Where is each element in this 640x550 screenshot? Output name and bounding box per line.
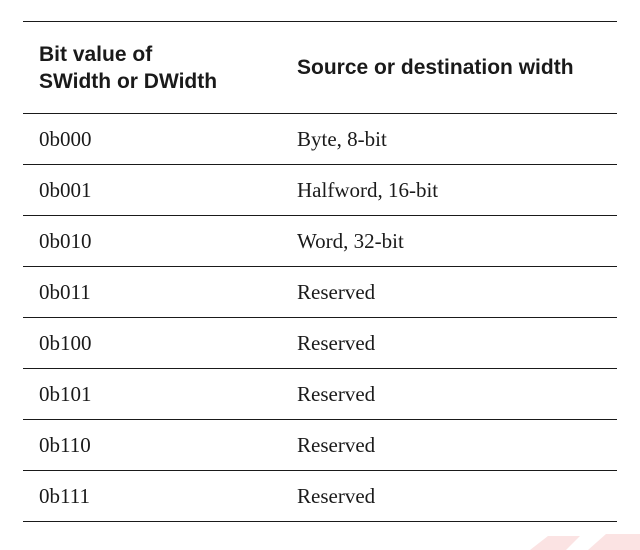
bit-value-cell: 0b110 [23, 419, 281, 471]
table-body: 0b000 Byte, 8-bit 0b001 Halfword, 16-bit… [23, 113, 617, 522]
width-cell: Reserved [281, 368, 617, 420]
table-row: 0b100 Reserved [23, 317, 617, 369]
table-row: 0b000 Byte, 8-bit [23, 113, 617, 165]
width-encoding-table: Bit value of SWidth or DWidth Source or … [23, 21, 617, 522]
header-row: Bit value of SWidth or DWidth Source or … [23, 21, 617, 114]
table-row: 0b111 Reserved [23, 470, 617, 522]
table-row: 0b011 Reserved [23, 266, 617, 318]
width-encoding-table-container: Bit value of SWidth or DWidth Source or … [23, 21, 617, 522]
bit-value-cell: 0b000 [23, 113, 281, 165]
width-cell: Byte, 8-bit [281, 113, 617, 165]
bit-value-cell: 0b010 [23, 215, 281, 267]
width-cell: Halfword, 16-bit [281, 164, 617, 216]
header-width: Source or destination width [297, 56, 574, 79]
bit-value-cell: 0b001 [23, 164, 281, 216]
width-cell: Reserved [281, 419, 617, 471]
header-bit-value-line2: SWidth or DWidth [39, 69, 218, 93]
width-cell: Reserved [281, 317, 617, 369]
table-row: 0b001 Halfword, 16-bit [23, 164, 617, 216]
watermark-shape [588, 534, 640, 550]
watermark-fragment [530, 534, 640, 550]
header-bit-value-line1: Bit value of [39, 42, 153, 66]
bit-value-cell: 0b011 [23, 266, 281, 318]
table-header: Bit value of SWidth or DWidth Source or … [23, 21, 617, 114]
table-row: 0b101 Reserved [23, 368, 617, 420]
header-bit-value: Bit value of SWidth or DWidth [23, 22, 281, 114]
width-cell: Reserved [281, 266, 617, 318]
width-cell: Reserved [281, 470, 617, 522]
bit-value-cell: 0b100 [23, 317, 281, 369]
bit-value-cell: 0b111 [23, 470, 281, 522]
watermark-shape [530, 536, 580, 550]
table-row: 0b010 Word, 32-bit [23, 215, 617, 267]
table-row: 0b110 Reserved [23, 419, 617, 471]
width-cell: Word, 32-bit [281, 215, 617, 267]
bit-value-cell: 0b101 [23, 368, 281, 420]
